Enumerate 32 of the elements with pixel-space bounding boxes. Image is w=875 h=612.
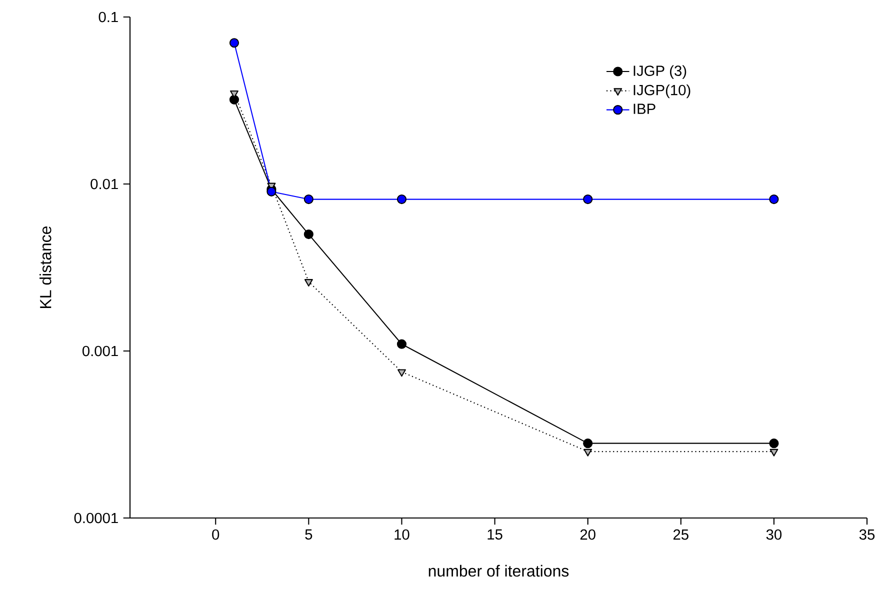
x-tick-label: 5 xyxy=(305,529,312,540)
x-tick-label: 15 xyxy=(488,529,502,540)
point xyxy=(304,194,314,204)
legend-label: IJGP (3) xyxy=(634,65,686,79)
point xyxy=(583,194,593,204)
y-tick-label: 0.0001 xyxy=(74,512,118,524)
x-axis-title: number of iterations xyxy=(428,564,569,577)
y-tick-label: 0.1 xyxy=(98,12,118,22)
x-tick-label: 20 xyxy=(580,529,596,540)
point xyxy=(769,194,779,204)
y-tick-label: 0.001 xyxy=(82,346,118,356)
point xyxy=(770,448,778,456)
x-tick-label: 35 xyxy=(859,529,875,540)
point xyxy=(396,339,407,349)
x-tick-label: 0 xyxy=(212,529,220,540)
x-tick-label: 10 xyxy=(394,529,410,540)
point xyxy=(583,438,593,448)
point xyxy=(396,194,407,204)
y-axis-title: KL distance xyxy=(40,226,52,308)
legend-label: IJGP(10) xyxy=(634,84,690,98)
point xyxy=(769,438,779,448)
point xyxy=(266,186,276,196)
point xyxy=(304,279,313,287)
point xyxy=(397,369,406,377)
x-tick-label: 25 xyxy=(673,529,688,540)
point xyxy=(584,448,592,456)
point xyxy=(304,229,314,240)
legend-label: IBP xyxy=(634,104,656,114)
point xyxy=(229,38,240,48)
x-tick-label: 30 xyxy=(766,529,782,540)
y-tick-label: 0.01 xyxy=(90,178,118,190)
point xyxy=(229,94,240,104)
